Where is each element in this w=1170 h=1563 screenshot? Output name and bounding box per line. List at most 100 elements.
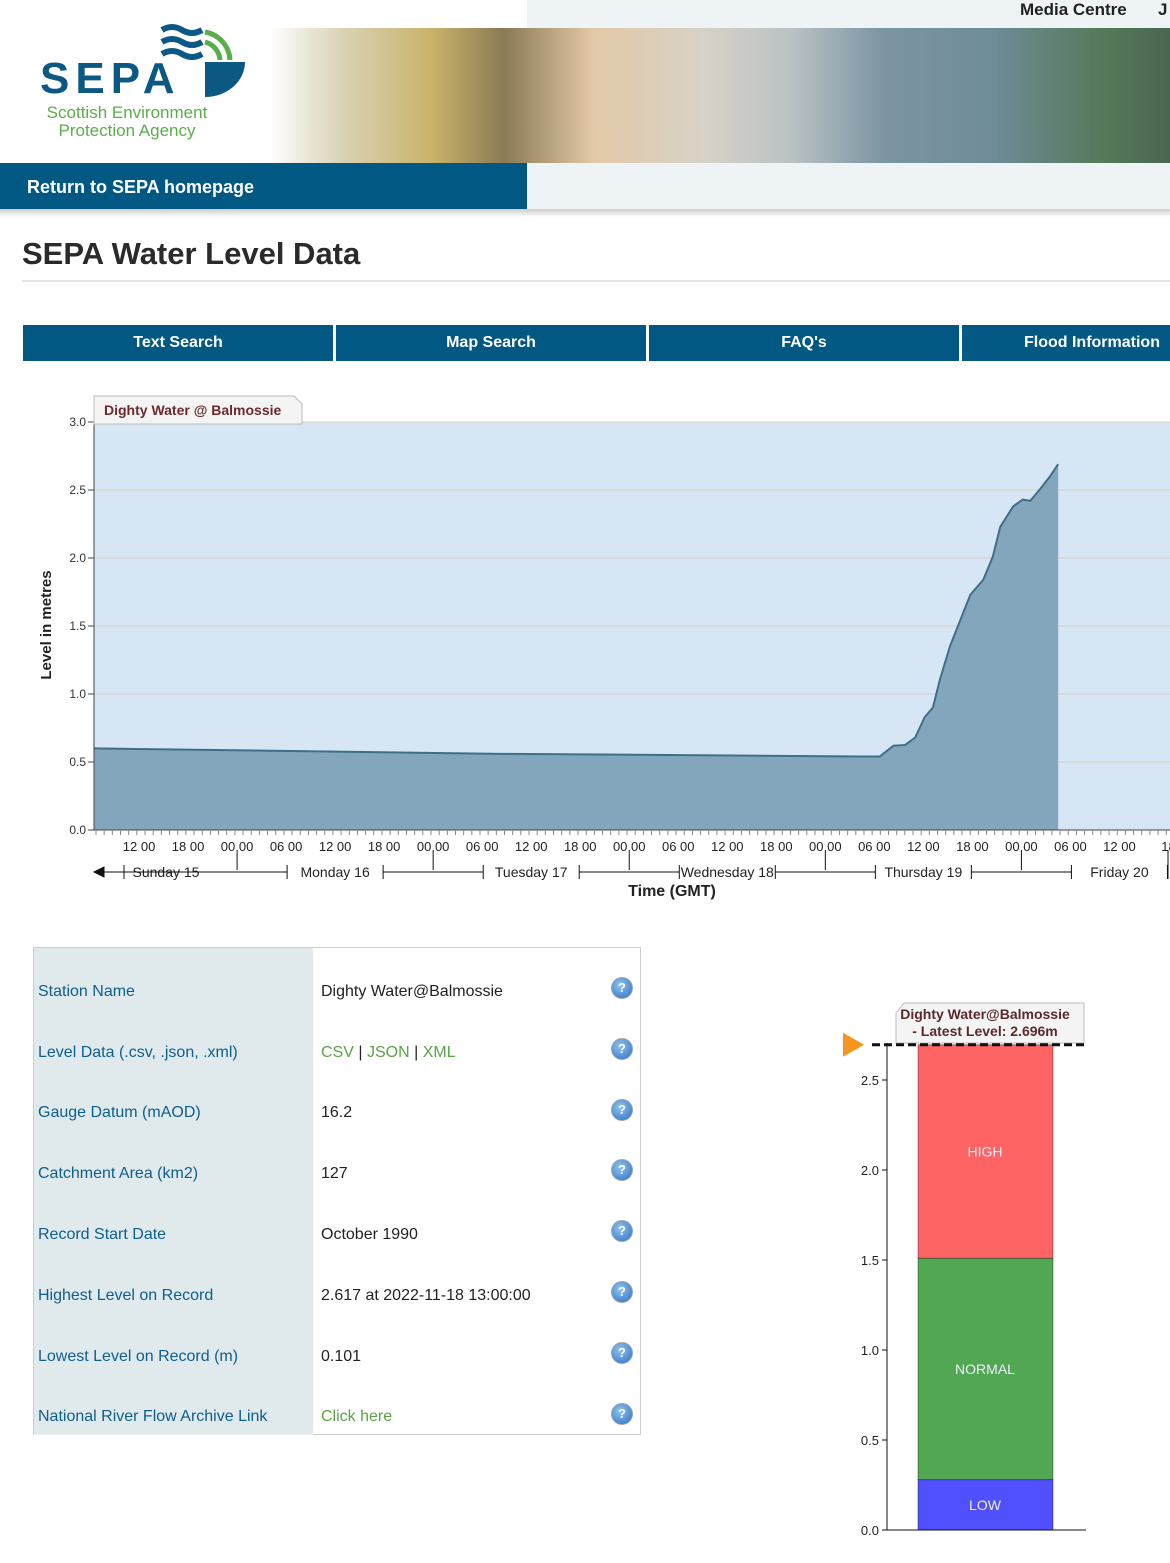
info-value-text: 0.101 bbox=[321, 1347, 362, 1365]
gauge-tick-label: 2.5 bbox=[861, 1073, 879, 1088]
level-area bbox=[94, 464, 1059, 830]
y-tick-label: 0.5 bbox=[69, 755, 86, 769]
x-tick-label: 00 00 bbox=[1005, 839, 1038, 854]
x-tick-label: 00 00 bbox=[613, 839, 646, 854]
day-label: Monday 16 bbox=[300, 864, 369, 880]
help-icon[interactable]: ? bbox=[611, 977, 633, 999]
x-tick-label: 06 00 bbox=[466, 839, 499, 854]
gauge-title: Dighty Water@Balmossie bbox=[900, 1006, 1070, 1022]
x-tick-label: 12 00 bbox=[907, 839, 940, 854]
info-value: 16.2 bbox=[321, 1104, 352, 1122]
y-tick-label: 3.0 bbox=[69, 415, 86, 429]
gauge-latest-level: - Latest Level: 2.696m bbox=[912, 1023, 1058, 1039]
scroll-left-arrow-icon[interactable] bbox=[92, 866, 124, 878]
tab-text-search[interactable]: Text Search bbox=[23, 325, 333, 361]
info-value-text: Dighty Water@Balmossie bbox=[321, 982, 503, 1000]
help-icon[interactable]: ? bbox=[611, 1159, 633, 1182]
sepa-logo-mark-icon bbox=[160, 24, 245, 97]
return-homepage-link[interactable]: Return to SEPA homepage bbox=[0, 163, 527, 209]
info-label-cell: Station Name bbox=[34, 948, 313, 1010]
sepa-logo[interactable]: SEPA Scottish Environment Protection Age… bbox=[40, 12, 255, 142]
xml-download-link[interactable]: XML bbox=[422, 1043, 456, 1061]
water-level-chart: 0.0 0.5 1.0 1.5 2.0 2.5 3.0 12 00 18 00 00 00 06 0… bbox=[38, 395, 1170, 900]
level-line bbox=[94, 463, 1060, 758]
y-tick-label: 2.0 bbox=[69, 551, 86, 565]
info-row: Highest Level on Record 2.617 at 2022-11-… bbox=[34, 1251, 640, 1314]
gauge-tick-label: 2.0 bbox=[861, 1163, 879, 1178]
info-value: 0.101 bbox=[321, 1348, 361, 1366]
link-separator: | bbox=[358, 1043, 363, 1061]
info-value: Click here bbox=[321, 1408, 392, 1426]
gauge-title-box bbox=[895, 1002, 1085, 1044]
x-tick-label: 06 00 bbox=[662, 839, 695, 854]
info-value-text: October 1990 bbox=[321, 1225, 418, 1243]
x-tick-label: 18 00 bbox=[564, 839, 597, 854]
tab-flood-information[interactable]: Flood Information bbox=[962, 325, 1170, 361]
x-tick-label: 12 00 bbox=[711, 839, 744, 854]
info-row: Lowest Level on Record (m) 0.101? bbox=[34, 1312, 640, 1375]
info-label: Record Start Date bbox=[38, 1225, 167, 1243]
help-icon[interactable]: ? bbox=[611, 1098, 633, 1121]
tab-faqs[interactable]: FAQ's bbox=[649, 325, 959, 361]
info-label: Catchment Area (km2) bbox=[38, 1165, 199, 1183]
info-label-cell: Catchment Area (km2) bbox=[34, 1130, 313, 1193]
info-value: 2.617 at 2022-11-18 13:00:00 bbox=[321, 1287, 531, 1305]
band-high bbox=[917, 1044, 1054, 1259]
x-tick-label: 18 00 bbox=[956, 839, 989, 854]
chart-title-tab bbox=[93, 395, 303, 425]
x-tick-label: 06 00 bbox=[270, 839, 303, 854]
page-title: SEPA Water Level Data bbox=[22, 236, 361, 271]
title-divider bbox=[22, 280, 1170, 282]
top-link-truncated[interactable]: J bbox=[1158, 0, 1168, 19]
link-separator: | bbox=[414, 1043, 419, 1061]
json-download-link[interactable]: JSON bbox=[366, 1043, 410, 1061]
y-tick-label: 2.5 bbox=[69, 483, 86, 497]
x-tick-label: 18 bbox=[1161, 839, 1170, 854]
info-label-cell: Level Data (.csv, .json, .xml) bbox=[34, 1008, 313, 1071]
info-value-text: 127 bbox=[321, 1165, 348, 1183]
header-shadow bbox=[0, 209, 1170, 217]
y-axis-label: Level in metres bbox=[38, 570, 55, 679]
x-tick-label: 18 00 bbox=[760, 839, 793, 854]
band-label: NORMAL bbox=[955, 1361, 1015, 1377]
csv-download-link[interactable]: CSV bbox=[321, 1043, 354, 1061]
band-low bbox=[917, 1479, 1054, 1531]
media-centre-link[interactable]: Media Centre bbox=[1020, 0, 1127, 19]
gauge-tick-label: 1.0 bbox=[861, 1343, 879, 1358]
y-tick-label: 1.0 bbox=[69, 687, 86, 701]
day-label: Friday 20 bbox=[1090, 864, 1149, 880]
info-row: Station Name Dighty Water@Balmossie? bbox=[34, 948, 640, 1010]
gauge-tick-label: 1.5 bbox=[861, 1253, 879, 1268]
help-icon[interactable]: ? bbox=[611, 1341, 633, 1364]
x-tick-label: 12 00 bbox=[319, 839, 352, 854]
info-label: Gauge Datum (mAOD) bbox=[38, 1104, 201, 1122]
band-label: LOW bbox=[969, 1497, 1002, 1513]
x-tick-label: 06 00 bbox=[1054, 839, 1087, 854]
logo-text: SEPA bbox=[40, 54, 181, 103]
info-label-cell: Highest Level on Record bbox=[34, 1251, 313, 1314]
band-normal bbox=[917, 1257, 1054, 1481]
day-bracket bbox=[382, 850, 484, 879]
tab-map-search[interactable]: Map Search bbox=[336, 325, 646, 361]
help-icon[interactable]: ? bbox=[611, 1402, 633, 1425]
info-row: Level Data (.csv, .json, .xml) CSV | JSON… bbox=[34, 1008, 640, 1071]
x-tick-label: 00 00 bbox=[809, 839, 842, 854]
info-label-cell: Record Start Date bbox=[34, 1191, 313, 1253]
help-icon[interactable]: ? bbox=[611, 1037, 633, 1060]
x-tick-label: 00 00 bbox=[221, 839, 254, 854]
info-label-cell: Gauge Datum (mAOD) bbox=[34, 1069, 313, 1132]
latest-level-marker-icon bbox=[843, 1032, 864, 1057]
info-row: Record Start Date October 1990? bbox=[34, 1191, 640, 1253]
station-info-table: Station Name Dighty Water@Balmossie? Level… bbox=[33, 947, 641, 1436]
day-bracket bbox=[1166, 850, 1169, 879]
help-icon[interactable]: ? bbox=[611, 1220, 633, 1243]
latest-level-gauge: LOW NORMAL HIGH 0.0 0.5 1.0 1.5 2.0 2.5 Dighty W… bbox=[843, 1002, 1086, 1538]
info-value-text: 16.2 bbox=[321, 1104, 353, 1122]
gauge-tick-label: 0.0 bbox=[861, 1523, 879, 1538]
day-bracket bbox=[578, 850, 680, 879]
info-label-cell: National River Flow Archive Link bbox=[34, 1373, 313, 1436]
x-tick-label: 18 00 bbox=[172, 839, 205, 854]
info-row: Gauge Datum (mAOD) 16.2? bbox=[34, 1069, 640, 1132]
help-icon[interactable]: ? bbox=[611, 1280, 633, 1303]
nrfa-link[interactable]: Click here bbox=[321, 1408, 393, 1426]
